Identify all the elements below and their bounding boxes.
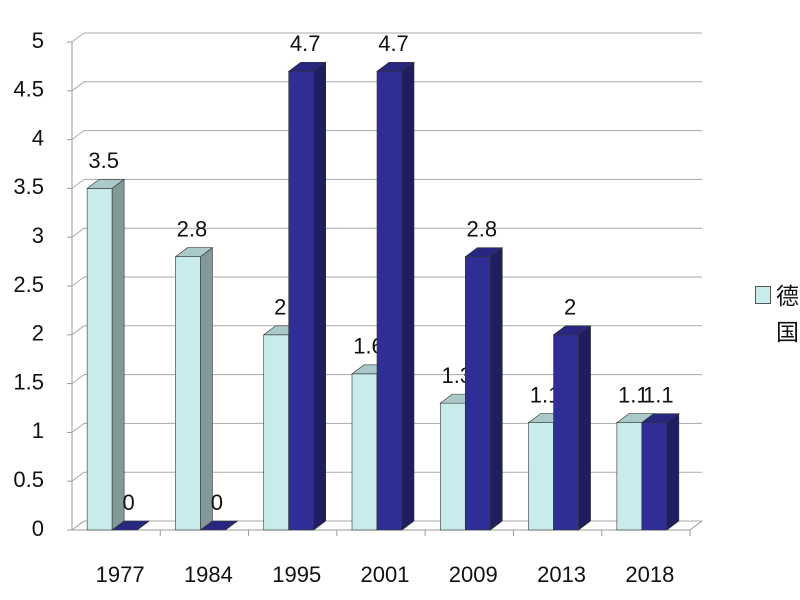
value-label: 2.8	[466, 217, 497, 242]
grid-line-side	[71, 130, 85, 141]
x-tick-label: 1995	[272, 562, 321, 587]
bar-side	[666, 413, 680, 531]
grid-line-side	[71, 81, 85, 92]
bar	[640, 413, 680, 531]
bar-side	[489, 247, 503, 531]
bar-front	[351, 373, 378, 531]
y-tick-label: 4	[32, 125, 44, 150]
y-tick-label: 3.5	[13, 174, 44, 199]
value-label: 3.5	[88, 148, 119, 173]
bar-front	[641, 422, 668, 531]
y-tick-label: 3	[32, 223, 44, 248]
bar	[111, 520, 151, 531]
value-label: 2	[564, 295, 576, 320]
bar-front	[86, 188, 113, 531]
bar-front	[175, 256, 201, 531]
grid-line-side	[71, 520, 85, 531]
bar-side	[313, 61, 327, 531]
bar-front	[616, 422, 643, 531]
bar-front	[376, 70, 403, 531]
bar-front	[439, 402, 466, 531]
y-tick-label: 4.5	[13, 77, 44, 102]
bar	[464, 247, 504, 531]
y-tick-label: 1	[32, 418, 44, 443]
grid-line-side	[71, 374, 85, 385]
bar	[86, 178, 126, 531]
value-label: 1.1	[643, 382, 674, 407]
value-label: 4.7	[378, 31, 409, 56]
grid-line-side	[71, 178, 85, 189]
bar-side	[111, 178, 125, 531]
value-label: 2.8	[177, 217, 208, 242]
y-tick-label: 0	[32, 516, 44, 541]
bar-side	[200, 247, 213, 531]
bar-side	[136, 520, 150, 531]
x-tick-label: 1977	[96, 562, 145, 587]
legend-label: 德国	[776, 283, 799, 345]
bar	[376, 61, 415, 531]
value-label: 1.1	[618, 382, 649, 407]
y-tick-label: 2	[32, 321, 44, 346]
x-tick-label: 2018	[625, 562, 674, 587]
bar	[287, 61, 327, 531]
bar	[552, 325, 592, 531]
bar-front	[263, 334, 290, 531]
bar-side	[225, 520, 238, 531]
value-label: 2	[274, 295, 286, 320]
grid-line-side	[71, 227, 85, 238]
bar-front	[464, 256, 491, 531]
grid-line-side	[71, 471, 85, 482]
bar-front	[553, 334, 579, 531]
legend-swatch	[755, 286, 771, 304]
bar	[174, 247, 214, 531]
bar-front	[528, 422, 554, 531]
bar-side	[578, 325, 591, 531]
y-tick-label: 0.5	[13, 467, 44, 492]
grid-line-side	[71, 422, 85, 433]
value-label: 0	[211, 490, 223, 515]
y-tick-label: 2.5	[13, 272, 44, 297]
grid-line-side	[71, 32, 85, 43]
value-label: 0	[123, 490, 135, 515]
y-tick-label: 1.5	[13, 369, 44, 394]
grid-line-side	[71, 325, 85, 336]
x-tick-label: 2013	[537, 562, 586, 587]
bar	[199, 520, 239, 531]
y-tick-label: 5	[32, 28, 44, 53]
bar-side	[401, 61, 415, 531]
x-tick-label: 2001	[361, 562, 410, 587]
bar-front	[288, 70, 315, 531]
x-tick-label: 1984	[184, 562, 233, 587]
grid-line-side	[71, 276, 85, 287]
value-label: 4.7	[290, 31, 321, 56]
x-tick-label: 2009	[449, 562, 498, 587]
